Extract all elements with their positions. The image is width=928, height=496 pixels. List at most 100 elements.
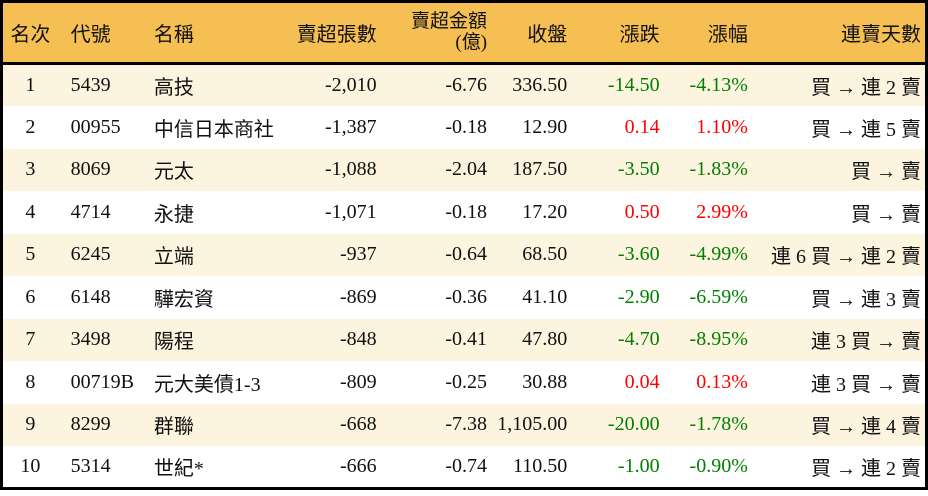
col-header-sell-days: 連賣天數 — [751, 1, 927, 65]
cell-sell-amount: -0.74 — [380, 446, 492, 489]
cell-sell-amount: -0.18 — [380, 106, 492, 149]
cell-change-pct: -6.59% — [663, 276, 752, 319]
cell-change: 0.14 — [571, 106, 664, 149]
cell-sell-volume: -809 — [280, 361, 381, 404]
cell-code: 4714 — [57, 191, 138, 234]
cell-change: -3.60 — [571, 233, 664, 276]
cell-sell-volume: -1,088 — [280, 148, 381, 191]
cell-close: 1,105.00 — [491, 403, 572, 446]
cell-sell-volume: -869 — [280, 276, 381, 319]
cell-code: 8069 — [57, 148, 138, 191]
cell-sell-days: 連 3 買 → 賣 — [751, 318, 927, 361]
cell-sell-days: 連 3 買 → 賣 — [751, 361, 927, 404]
cell-sell-amount: -0.41 — [380, 318, 492, 361]
cell-sell-volume: -848 — [280, 318, 381, 361]
cell-sell-volume: -937 — [280, 233, 381, 276]
col-header-change-pct: 漲幅 — [663, 1, 752, 65]
cell-name: 元大美債1-3 — [137, 361, 281, 404]
cell-sell-amount: -0.18 — [380, 191, 492, 234]
cell-close: 47.80 — [491, 318, 572, 361]
col-header-close: 收盤 — [491, 1, 572, 65]
cell-close: 17.20 — [491, 191, 572, 234]
col-header-sell-amount-line2: (億) — [455, 31, 488, 53]
cell-rank: 4 — [1, 191, 58, 234]
cell-name: 群聯 — [137, 403, 281, 446]
cell-change-pct: 1.10% — [663, 106, 752, 149]
table-row: 10 5314 世紀* -666 -0.74 110.50 -1.00 -0.9… — [1, 446, 927, 489]
table-body: 1 5439 高技 -2,010 -6.76 336.50 -14.50 -4.… — [1, 63, 927, 489]
col-header-sell-amount-line1: 賣超金額 — [411, 10, 488, 32]
cell-close: 187.50 — [491, 148, 572, 191]
cell-sell-days: 連 6 買 → 連 2 賣 — [751, 233, 927, 276]
cell-change-pct: -4.13% — [663, 63, 752, 106]
cell-change: 0.50 — [571, 191, 664, 234]
cell-change: -14.50 — [571, 63, 664, 106]
cell-sell-days: 買 → 連 2 賣 — [751, 446, 927, 489]
cell-close: 68.50 — [491, 233, 572, 276]
cell-rank: 3 — [1, 148, 58, 191]
cell-code: 6245 — [57, 233, 138, 276]
cell-sell-days: 買 → 賣 — [751, 148, 927, 191]
table-row: 1 5439 高技 -2,010 -6.76 336.50 -14.50 -4.… — [1, 63, 927, 106]
cell-close: 110.50 — [491, 446, 572, 489]
cell-sell-volume: -2,010 — [280, 63, 381, 106]
cell-close: 12.90 — [491, 106, 572, 149]
cell-name: 陽程 — [137, 318, 281, 361]
cell-sell-amount: -0.36 — [380, 276, 492, 319]
cell-sell-amount: -6.76 — [380, 63, 492, 106]
cell-change: -4.70 — [571, 318, 664, 361]
cell-sell-days: 買 → 連 5 賣 — [751, 106, 927, 149]
cell-change-pct: -4.99% — [663, 233, 752, 276]
col-header-change: 漲跌 — [571, 1, 664, 65]
cell-sell-amount: -0.64 — [380, 233, 492, 276]
cell-sell-volume: -668 — [280, 403, 381, 446]
cell-change-pct: -8.95% — [663, 318, 752, 361]
cell-name: 元太 — [137, 148, 281, 191]
col-header-sell-volume: 賣超張數 — [280, 1, 381, 65]
cell-close: 336.50 — [491, 63, 572, 106]
cell-rank: 9 — [1, 403, 58, 446]
cell-name: 永捷 — [137, 191, 281, 234]
cell-change: -2.90 — [571, 276, 664, 319]
cell-change: -3.50 — [571, 148, 664, 191]
cell-rank: 6 — [1, 276, 58, 319]
cell-change-pct: 2.99% — [663, 191, 752, 234]
cell-sell-days: 買 → 連 2 賣 — [751, 63, 927, 106]
cell-sell-volume: -1,071 — [280, 191, 381, 234]
table-row: 5 6245 立端 -937 -0.64 68.50 -3.60 -4.99% … — [1, 233, 927, 276]
cell-sell-amount: -7.38 — [380, 403, 492, 446]
col-header-code: 代號 — [57, 1, 138, 65]
cell-sell-days: 買 → 連 4 賣 — [751, 403, 927, 446]
cell-change-pct: -0.90% — [663, 446, 752, 489]
table-row: 3 8069 元太 -1,088 -2.04 187.50 -3.50 -1.8… — [1, 148, 927, 191]
cell-rank: 8 — [1, 361, 58, 404]
cell-name: 世紀* — [137, 446, 281, 489]
cell-code: 5314 — [57, 446, 138, 489]
col-header-sell-amount: 賣超金額 (億) — [380, 1, 492, 65]
cell-rank: 2 — [1, 106, 58, 149]
cell-rank: 5 — [1, 233, 58, 276]
cell-change-pct: -1.78% — [663, 403, 752, 446]
cell-change: 0.04 — [571, 361, 664, 404]
table-row: 6 6148 驊宏資 -869 -0.36 41.10 -2.90 -6.59%… — [1, 276, 927, 319]
cell-change: -20.00 — [571, 403, 664, 446]
cell-close: 41.10 — [491, 276, 572, 319]
cell-name: 高技 — [137, 63, 281, 106]
cell-sell-amount: -0.25 — [380, 361, 492, 404]
cell-rank: 7 — [1, 318, 58, 361]
header-row: 名次 代號 名稱 賣超張數 賣超金額 (億) 收盤 漲跌 漲幅 連賣天數 — [1, 1, 927, 65]
cell-sell-amount: -2.04 — [380, 148, 492, 191]
cell-change-pct: 0.13% — [663, 361, 752, 404]
cell-sell-days: 買 → 連 3 賣 — [751, 276, 927, 319]
cell-rank: 10 — [1, 446, 58, 489]
table-row: 8 00719B 元大美債1-3 -809 -0.25 30.88 0.04 0… — [1, 361, 927, 404]
table-row: 4 4714 永捷 -1,071 -0.18 17.20 0.50 2.99% … — [1, 191, 927, 234]
cell-code: 8299 — [57, 403, 138, 446]
cell-sell-volume: -1,387 — [280, 106, 381, 149]
table-row: 7 3498 陽程 -848 -0.41 47.80 -4.70 -8.95% … — [1, 318, 927, 361]
cell-code: 6148 — [57, 276, 138, 319]
cell-code: 00719B — [57, 361, 138, 404]
table-row: 2 00955 中信日本商社 -1,387 -0.18 12.90 0.14 1… — [1, 106, 927, 149]
cell-close: 30.88 — [491, 361, 572, 404]
col-header-name: 名稱 — [137, 1, 281, 65]
